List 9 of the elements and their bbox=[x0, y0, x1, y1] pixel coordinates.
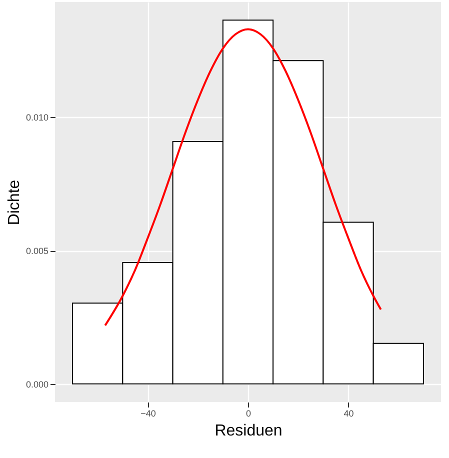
y-axis-title: Dichte bbox=[6, 180, 23, 226]
y-tick-label: 0.000 bbox=[26, 379, 48, 390]
x-tick-label: 40 bbox=[344, 408, 354, 418]
y-tick-label: 0.005 bbox=[26, 246, 48, 256]
y-tick-label: 0.010 bbox=[26, 112, 48, 123]
x-tick-label: 0 bbox=[246, 408, 252, 418]
x-tick-label: −40 bbox=[140, 408, 156, 418]
line-series bbox=[104, 28, 382, 326]
x-axis-title: Residuen bbox=[214, 422, 282, 440]
